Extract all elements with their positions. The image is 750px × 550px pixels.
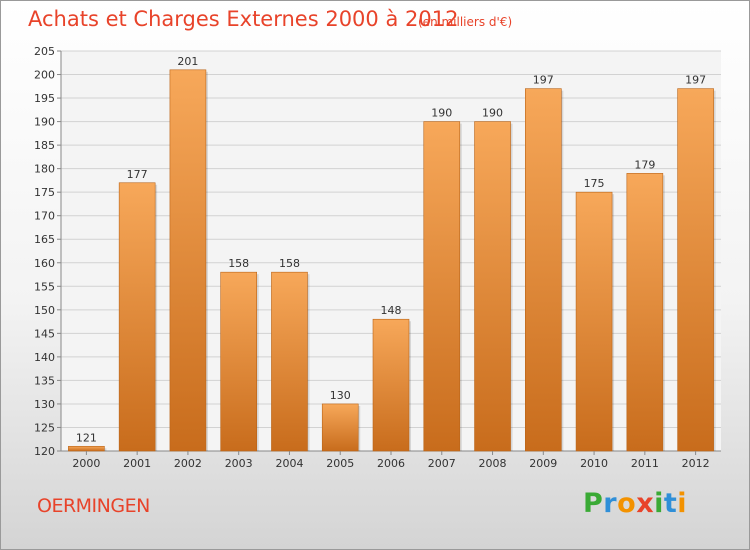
logo-letter: x [636, 488, 655, 519]
y-tick-label: 205 [34, 45, 55, 58]
y-tick-label: 170 [34, 210, 55, 223]
logo-letter: t [663, 488, 678, 519]
y-tick-label: 165 [34, 233, 55, 246]
logo-letter: r [603, 488, 618, 519]
logo-letter: i [654, 488, 664, 519]
data-label: 177 [127, 168, 148, 181]
bar [271, 271, 308, 452]
logo-letter: i [677, 488, 688, 519]
data-label: 158 [279, 257, 300, 270]
commune-name: OERMINGEN [37, 495, 150, 517]
x-tick-label: 2007 [428, 457, 456, 470]
data-label: 158 [228, 257, 249, 270]
x-tick-label: 2000 [72, 457, 100, 470]
y-tick-label: 155 [34, 280, 55, 293]
y-tick-label: 120 [34, 445, 55, 458]
logo-letter: P [583, 488, 604, 519]
y-tick-label: 175 [34, 186, 55, 199]
x-tick-label: 2010 [580, 457, 608, 470]
chart-unit: (en milliers d'€) [418, 15, 513, 29]
y-tick-label: 125 [34, 421, 55, 434]
y-tick-label: 195 [34, 92, 55, 105]
proxiti-logo: Proxiti [583, 488, 687, 519]
bar [220, 271, 257, 452]
x-tick-label: 2004 [275, 457, 303, 470]
x-tick-label: 2003 [225, 457, 253, 470]
data-label: 130 [330, 389, 351, 402]
x-tick-label: 2012 [682, 457, 710, 470]
data-label: 197 [685, 74, 706, 87]
data-label: 148 [381, 304, 402, 317]
bar [626, 173, 664, 452]
logo-letter: o [617, 488, 637, 519]
data-label: 197 [533, 74, 554, 87]
bar [677, 88, 714, 452]
x-tick-label: 2005 [326, 457, 354, 470]
y-tick-label: 200 [34, 69, 55, 82]
x-tick-label: 2011 [631, 457, 659, 470]
bar [372, 318, 410, 452]
data-label: 190 [482, 107, 503, 120]
x-tick-label: 2002 [174, 457, 202, 470]
x-tick-label: 2008 [479, 457, 507, 470]
bar [575, 191, 613, 452]
y-tick-label: 160 [34, 257, 55, 270]
chart-title: Achats et Charges Externes 2000 à 2012 [28, 7, 459, 31]
y-tick-label: 150 [34, 304, 55, 317]
bar [474, 121, 511, 452]
y-tick-label: 185 [34, 139, 55, 152]
y-tick-label: 145 [34, 327, 55, 340]
y-tick-label: 190 [34, 116, 55, 129]
y-tick-label: 140 [34, 351, 55, 364]
x-tick-label: 2001 [123, 457, 151, 470]
bar [68, 445, 105, 452]
y-tick-label: 130 [34, 398, 55, 411]
x-tick-label: 2009 [529, 457, 557, 470]
y-tick-label: 135 [34, 374, 55, 387]
data-label: 190 [431, 107, 452, 120]
y-tick-label: 180 [34, 163, 55, 176]
data-label: 175 [584, 177, 605, 190]
data-label: 121 [76, 431, 97, 444]
data-label: 179 [634, 158, 655, 171]
bar [169, 69, 207, 452]
data-label: 201 [177, 55, 198, 68]
bar [525, 88, 562, 452]
bar [118, 182, 156, 452]
bar [321, 403, 359, 452]
bar [423, 121, 461, 452]
x-tick-label: 2006 [377, 457, 405, 470]
